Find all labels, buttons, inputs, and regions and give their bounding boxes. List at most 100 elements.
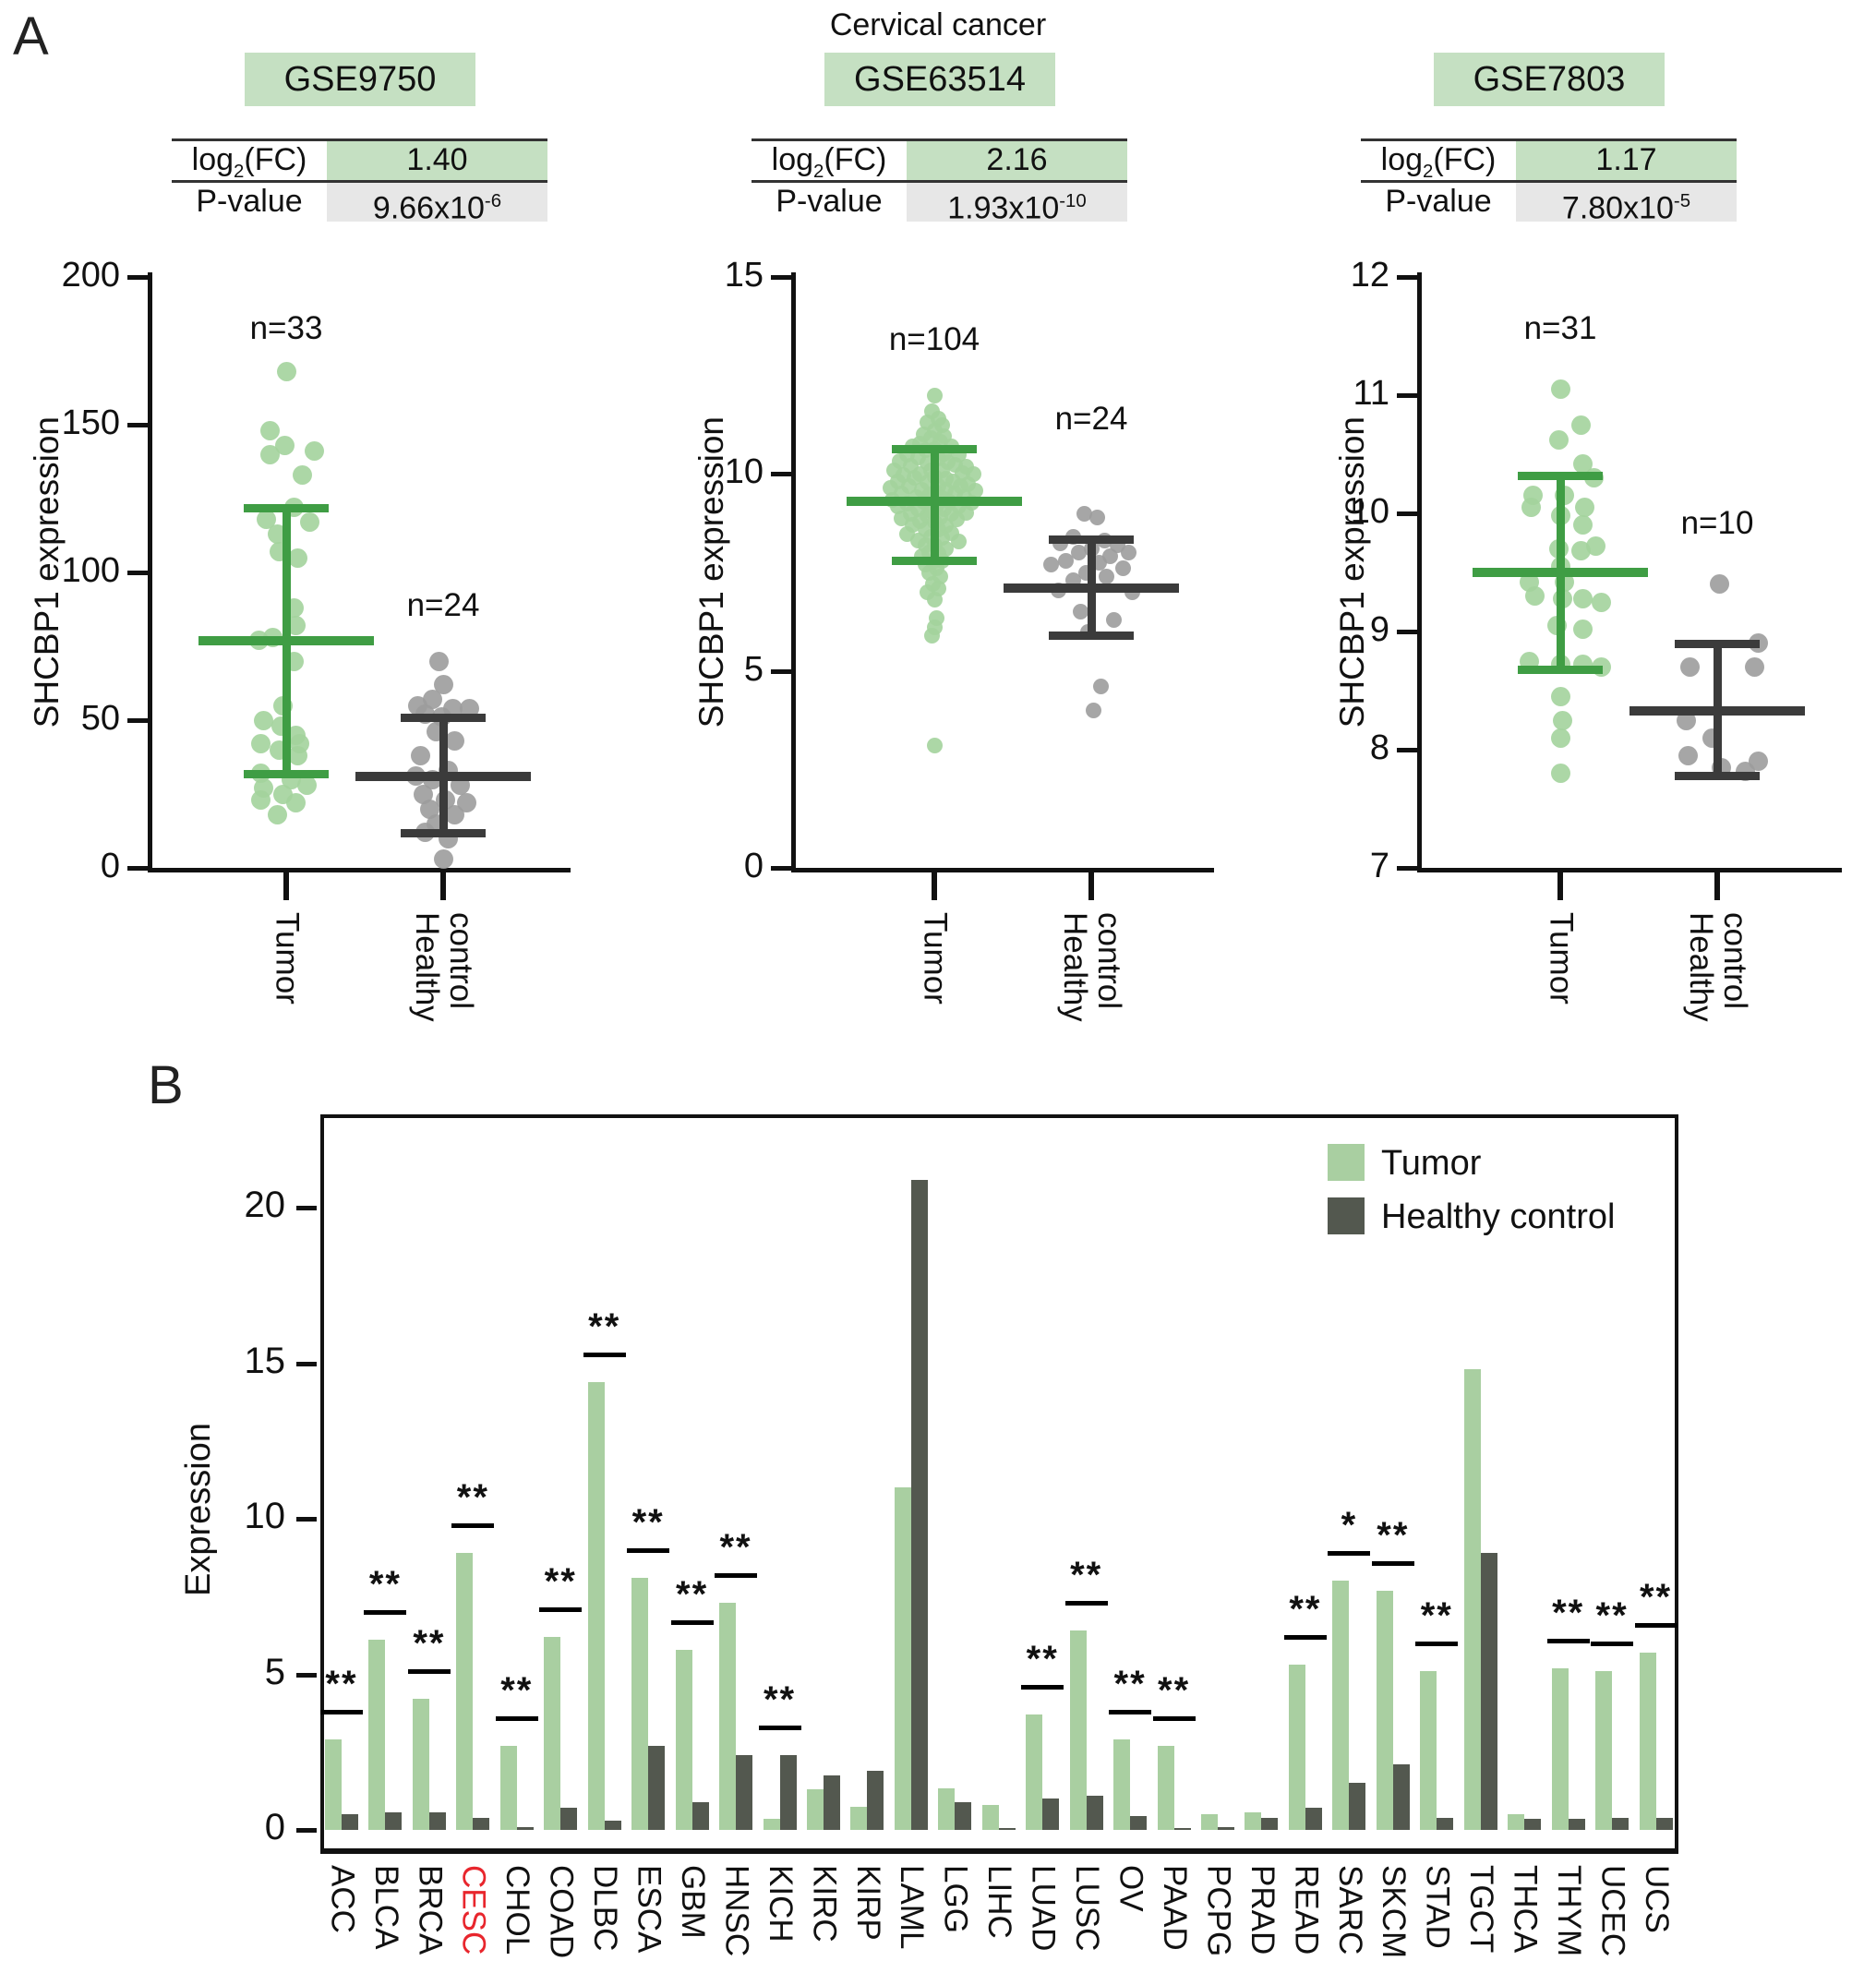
significance-line-STAD <box>1415 1642 1459 1647</box>
significance-stars-ESCA: ** <box>631 1502 665 1544</box>
tumor-dot <box>299 512 319 533</box>
errorbar-cap-lower <box>892 557 977 566</box>
bar-tumor-GBM <box>675 1649 692 1830</box>
control-dot <box>444 730 464 751</box>
y-tick <box>1397 630 1417 634</box>
control-dot <box>413 784 433 804</box>
category-label-LAML: LAML <box>894 1865 931 1950</box>
category-label-CESC: CESC <box>455 1865 492 1955</box>
category-label-KIRP: KIRP <box>849 1865 886 1941</box>
pvalue-label: P-value <box>172 183 327 222</box>
bar-tumor-LUSC <box>1069 1630 1087 1830</box>
y-axis-title-text: SHCBP1 expression <box>692 416 730 728</box>
y-tick <box>771 275 791 280</box>
control-dot <box>444 804 464 824</box>
y-tick-label: 5 <box>264 1651 285 1692</box>
control-dot <box>419 799 439 819</box>
control-dot <box>1057 552 1074 569</box>
group-label-healthy-control: Healthy control <box>1057 912 1127 1022</box>
bar-tumor-DLBC <box>587 1381 605 1830</box>
pvalue-value: 1.93x10-10 <box>907 183 1127 225</box>
group-label-tumor: Tumor <box>1543 912 1580 1005</box>
bar-control-OV <box>1130 1815 1148 1830</box>
bar-control-THCA <box>1524 1819 1542 1830</box>
errorbar-cap-upper <box>401 713 486 722</box>
y-tick <box>127 423 148 427</box>
tumor-dot <box>259 444 280 464</box>
control-dot <box>1042 556 1059 572</box>
category-label-PAAD: PAAD <box>1156 1865 1193 1951</box>
y-axis-title: SHCBP1 expression <box>691 277 733 868</box>
table-row-pvalue: P-value 7.80x10-5 <box>1361 183 1737 225</box>
y-tick <box>1397 748 1417 752</box>
y-axis-line <box>1417 272 1422 872</box>
significance-line-PAAD <box>1152 1716 1196 1721</box>
bar-control-STAD <box>1437 1817 1454 1830</box>
tumor-dot <box>292 464 312 485</box>
significance-stars-KICH: ** <box>763 1679 797 1721</box>
tumor-dot <box>1548 430 1569 451</box>
bar-control-READ <box>1305 1808 1322 1830</box>
significance-line-READ <box>1283 1635 1327 1641</box>
y-tick <box>127 718 148 723</box>
category-label-PRAD: PRAD <box>1244 1865 1281 1955</box>
y-tick <box>296 1206 317 1210</box>
errorbar-cap-lower <box>1049 632 1134 641</box>
bar-tumor-STAD <box>1420 1671 1437 1830</box>
bar-control-LAML <box>910 1179 928 1830</box>
mean-line <box>847 497 1022 507</box>
y-axis-line <box>791 272 796 872</box>
control-dot <box>433 848 453 869</box>
bar-tumor-BLCA <box>368 1640 386 1830</box>
dataset-badge-gse63514: GSE63514 <box>824 53 1055 106</box>
tumor-dot <box>1585 536 1605 557</box>
bar-tumor-HNSC <box>719 1602 737 1830</box>
significance-stars-BLCA: ** <box>368 1564 402 1606</box>
category-label-LGG: LGG <box>937 1865 974 1933</box>
errorbar-cap-upper <box>1049 535 1134 544</box>
bar-control-BLCA <box>385 1812 403 1830</box>
stats-table-gse63514: log2(FC) 2.16 P-value 1.93x10-10 <box>752 138 1127 225</box>
legend-label-healthy-control: Healthy control <box>1381 1197 1616 1236</box>
control-dot <box>1088 509 1105 525</box>
group-label-tumor: Tumor <box>269 912 306 1005</box>
n-count-label: n=104 <box>888 321 980 358</box>
control-dot <box>422 690 442 710</box>
group-label-healthy-control: Healthy control <box>409 912 479 1022</box>
errorbar-cap-lower <box>244 769 329 778</box>
y-tick-label: 15 <box>244 1340 286 1381</box>
tumor-dot <box>274 435 295 455</box>
control-dot <box>410 745 430 765</box>
significance-line-CESC <box>451 1523 495 1529</box>
bar-control-KIRP <box>867 1770 884 1830</box>
y-tick-label: 12 <box>1350 256 1389 295</box>
y-tick <box>1397 275 1417 280</box>
y-axis-title-text: Expression <box>178 1422 218 1596</box>
control-dot <box>1085 702 1101 718</box>
tumor-dot <box>926 738 943 754</box>
category-label-DLBC: DLBC <box>587 1865 624 1952</box>
legend-swatch-healthy-control <box>1328 1197 1365 1234</box>
category-label-THYM: THYM <box>1551 1865 1588 1957</box>
significance-line-SARC <box>1328 1551 1371 1557</box>
errorbar-cap-lower <box>1518 665 1603 674</box>
group-label-tumor: Tumor <box>917 912 954 1005</box>
bar-tumor-SKCM <box>1376 1590 1393 1830</box>
x-axis-line <box>791 868 1214 872</box>
control-dot <box>1679 656 1700 677</box>
tumor-dot <box>1550 686 1570 706</box>
bar-tumor-KIRP <box>850 1806 868 1830</box>
significance-stars-LUAD: ** <box>1026 1639 1059 1680</box>
y-axis-line <box>148 272 152 872</box>
significance-line-BLCA <box>364 1610 407 1616</box>
bar-control-HNSC <box>736 1755 753 1830</box>
bar-control-UCS <box>1655 1817 1673 1830</box>
y-axis-title-text: SHCBP1 expression <box>1333 416 1371 728</box>
bar-tumor-KICH <box>763 1819 780 1830</box>
significance-line-DLBC <box>583 1352 626 1357</box>
significance-line-KICH <box>758 1726 801 1731</box>
category-label-OV: OV <box>1112 1865 1149 1912</box>
x-tick <box>1088 872 1094 900</box>
y-tick-label: 10 <box>724 452 764 492</box>
